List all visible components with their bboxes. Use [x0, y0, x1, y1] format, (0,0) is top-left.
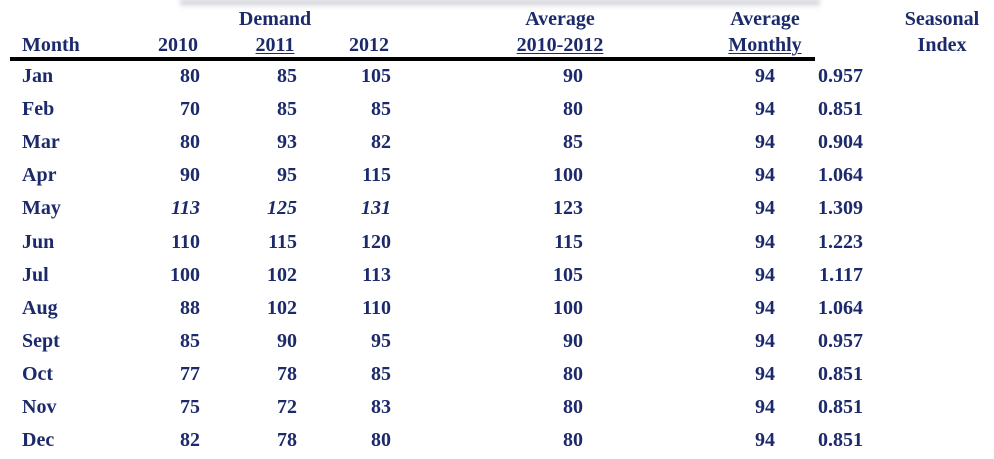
- demand-2011-cell: 90: [277, 329, 297, 352]
- demand-2012-cell: 95: [371, 329, 391, 352]
- demand-2010-cell: 82: [180, 429, 200, 452]
- month-cell: Feb: [22, 98, 55, 121]
- average-cell: 80: [563, 98, 583, 121]
- seasonal-index-cell: 1.309: [818, 197, 863, 220]
- seasonal-index-cell: 1.117: [819, 263, 863, 286]
- demand-2012-cell: 120: [361, 230, 391, 253]
- demand-2011-cell: 125: [267, 197, 297, 220]
- month-cell: Jul: [22, 263, 49, 286]
- demand-2010-cell: 85: [180, 329, 200, 352]
- avg-monthly-cell: 94: [755, 131, 775, 154]
- demand-2010-cell: 70: [180, 98, 200, 121]
- avg-monthly-cell: 94: [755, 263, 775, 286]
- header-index: Index: [917, 34, 967, 56]
- demand-2010-cell: 90: [180, 164, 200, 187]
- avg-monthly-cell: 94: [755, 329, 775, 352]
- demand-2012-cell: 85: [371, 362, 391, 385]
- seasonal-index-cell: 0.851: [818, 396, 863, 418]
- demand-2012-cell: 82: [371, 131, 391, 154]
- demand-2011-cell: 102: [267, 263, 297, 286]
- average-cell: 100: [553, 164, 583, 187]
- demand-2011-cell: 78: [277, 429, 297, 452]
- avg-monthly-cell: 94: [755, 65, 775, 87]
- header-average-period: 2010-2012: [516, 34, 604, 56]
- average-cell: 80: [563, 396, 583, 418]
- header-rule: [10, 57, 815, 61]
- average-cell: 80: [563, 362, 583, 385]
- avg-monthly-cell: 94: [755, 396, 775, 418]
- demand-2011-cell: 72: [277, 396, 297, 418]
- average-cell: 115: [554, 230, 583, 253]
- demand-2011-cell: 115: [268, 230, 297, 253]
- demand-2010-cell: 77: [180, 362, 200, 385]
- average-cell: 90: [563, 65, 583, 87]
- avg-monthly-cell: 94: [755, 98, 775, 121]
- seasonal-index-cell: 0.957: [818, 65, 863, 87]
- avg-monthly-cell: 94: [755, 197, 775, 220]
- month-cell: Jan: [22, 65, 54, 87]
- header-2012: 2012: [349, 34, 389, 56]
- header-seasonal: Seasonal: [904, 8, 980, 30]
- header-month: Month: [22, 34, 80, 56]
- demand-2011-cell: 78: [277, 362, 297, 385]
- average-cell: 100: [553, 296, 583, 319]
- demand-2012-cell: 115: [362, 164, 391, 187]
- average-cell: 123: [553, 197, 583, 220]
- month-cell: Jun: [22, 230, 55, 253]
- demand-2010-cell: 110: [171, 230, 200, 253]
- header-2011: 2011: [255, 34, 295, 56]
- demand-2010-cell: 88: [180, 296, 200, 319]
- avg-monthly-cell: 94: [755, 230, 775, 253]
- month-cell: May: [22, 197, 61, 220]
- seasonal-index-cell: 0.904: [818, 131, 863, 154]
- demand-2010-cell: 80: [180, 65, 200, 87]
- demand-2012-cell: 105: [361, 65, 391, 87]
- demand-2011-cell: 102: [267, 296, 297, 319]
- average-cell: 105: [553, 263, 583, 286]
- seasonal-index-cell: 0.851: [818, 362, 863, 385]
- demand-2012-cell: 131: [361, 197, 391, 220]
- demand-2011-cell: 93: [277, 131, 297, 154]
- month-cell: Apr: [22, 164, 57, 187]
- demand-2010-cell: 100: [170, 263, 200, 286]
- month-cell: Nov: [22, 396, 57, 418]
- month-cell: Sept: [22, 329, 60, 352]
- demand-2012-cell: 80: [371, 429, 391, 452]
- average-cell: 80: [563, 429, 583, 452]
- seasonal-index-cell: 1.223: [818, 230, 863, 253]
- month-cell: Mar: [22, 131, 60, 154]
- header-average: Average: [525, 8, 595, 30]
- header-avg-monthly-2: Monthly: [728, 34, 802, 56]
- avg-monthly-cell: 94: [755, 296, 775, 319]
- demand-2010-cell: 75: [180, 396, 200, 418]
- average-cell: 85: [563, 131, 583, 154]
- header-2010: 2010: [158, 34, 198, 56]
- seasonal-index-cell: 0.957: [818, 329, 863, 352]
- avg-monthly-cell: 94: [755, 164, 775, 187]
- demand-2011-cell: 85: [277, 65, 297, 87]
- demand-2011-cell: 85: [277, 98, 297, 121]
- seasonal-index-cell: 0.851: [818, 429, 863, 452]
- seasonal-index-cell: 0.851: [818, 98, 863, 121]
- month-cell: Oct: [22, 362, 54, 385]
- demand-2012-cell: 113: [362, 263, 391, 286]
- month-cell: Dec: [22, 429, 55, 452]
- demand-2010-cell: 113: [171, 197, 200, 220]
- demand-2012-cell: 83: [371, 396, 391, 418]
- header-demand: Demand: [238, 8, 312, 30]
- avg-monthly-cell: 94: [755, 429, 775, 452]
- demand-2012-cell: 85: [371, 98, 391, 121]
- window-shadow-bar: [180, 0, 820, 8]
- demand-2011-cell: 95: [277, 164, 297, 187]
- average-cell: 90: [563, 329, 583, 352]
- month-cell: Aug: [22, 296, 58, 319]
- seasonal-index-cell: 1.064: [818, 296, 863, 319]
- demand-2012-cell: 110: [362, 296, 391, 319]
- header-avg-monthly: Average: [730, 8, 800, 30]
- seasonal-index-cell: 1.064: [818, 164, 863, 187]
- avg-monthly-cell: 94: [755, 362, 775, 385]
- demand-2010-cell: 80: [180, 131, 200, 154]
